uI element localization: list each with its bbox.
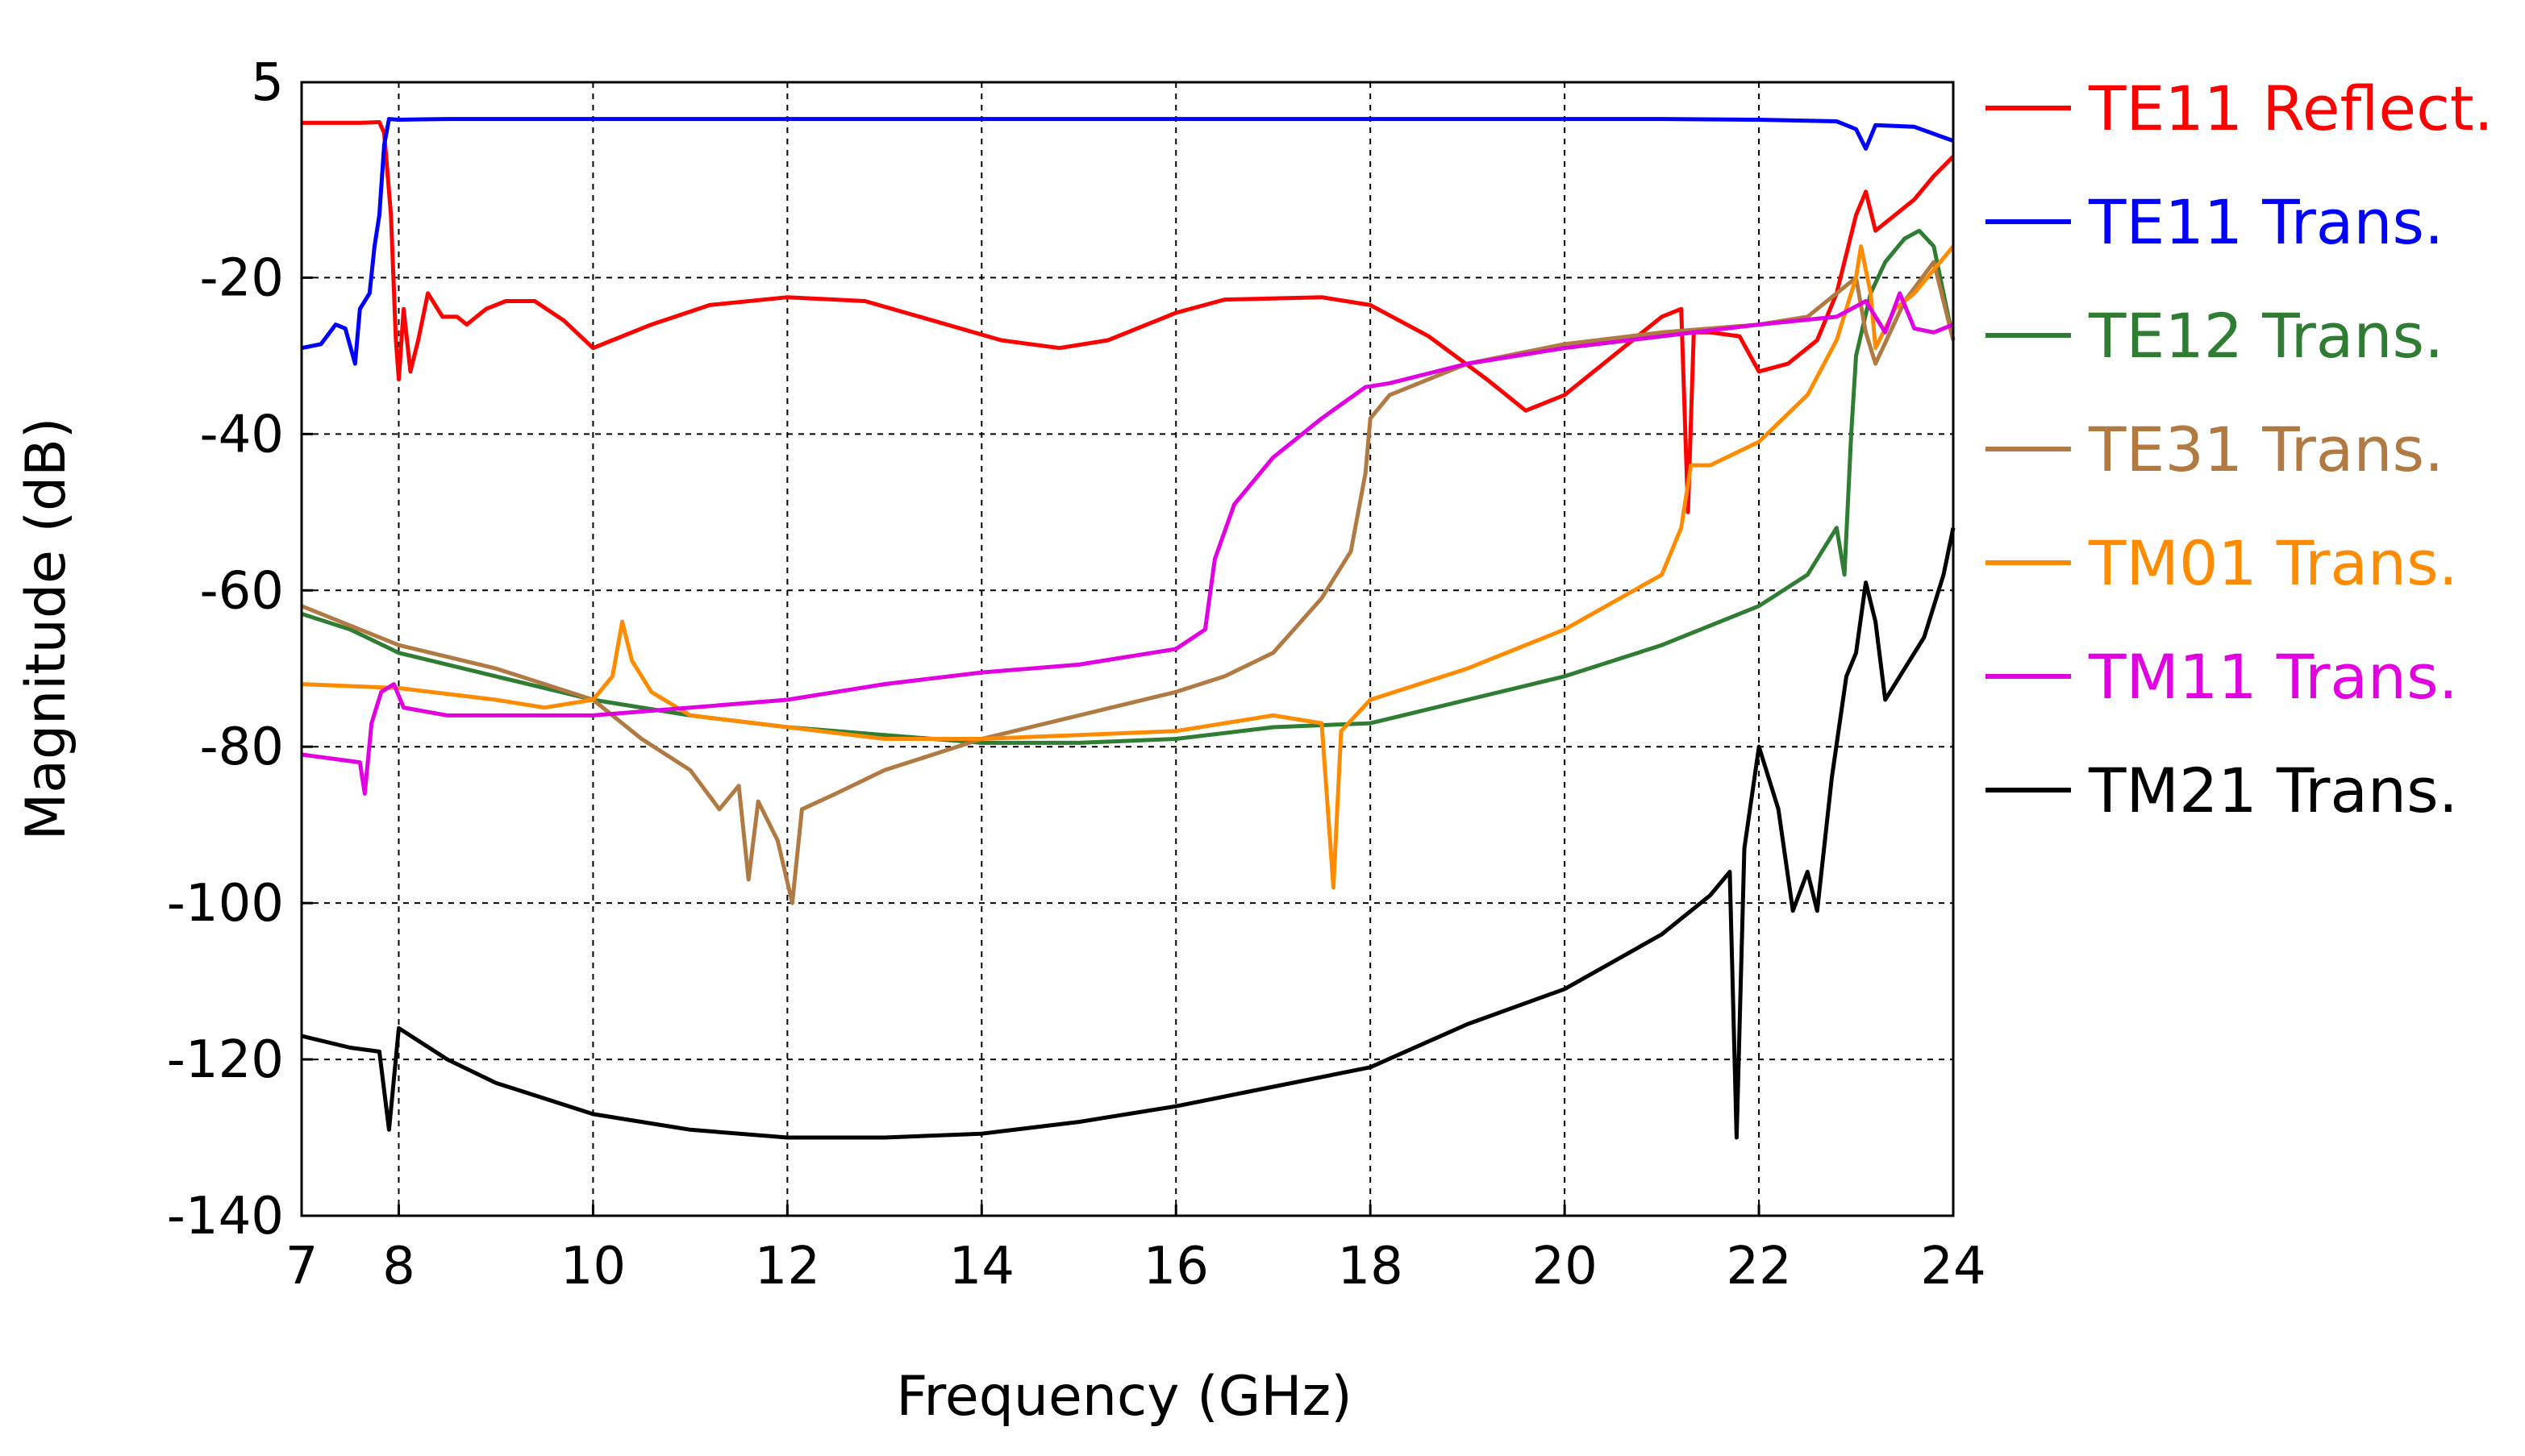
series-line-te11-reflect (302, 120, 1955, 514)
legend-label-te12-trans: TE12 Trans. (2088, 300, 2444, 372)
y-axis: 5 -20 -40 -60 -80 -100 -120 -140 (167, 53, 313, 1246)
legend-label-tm21-trans: TM21 Trans. (2088, 755, 2458, 826)
legend-label-te31-trans: TE31 Trans. (2088, 414, 2444, 485)
y-tick-label: 5 (251, 53, 284, 113)
x-axis-title: Frequency (GHz) (896, 1365, 1352, 1429)
y-tick-label: -20 (199, 248, 284, 308)
legend: TE11 Reflect. TE11 Trans. TE12 Trans. TE31 … (1985, 73, 2494, 826)
y-tick-label: -60 (199, 561, 284, 621)
x-tick-label: 20 (1531, 1237, 1597, 1296)
series-line-te11-trans (301, 117, 1954, 366)
x-tick-label: 7 (285, 1237, 319, 1296)
y-tick-label: -120 (167, 1030, 284, 1090)
y-tick-label: -40 (199, 405, 284, 464)
x-tick-label: 12 (755, 1237, 820, 1296)
y-axis-title: Magnitude (dB) (15, 418, 78, 841)
legend-label-tm01-trans: TM01 Trans. (2088, 527, 2458, 599)
x-tick-label: 22 (1726, 1237, 1791, 1296)
series-group (301, 117, 1956, 1140)
legend-label-tm11-trans: TM11 Trans. (2088, 641, 2458, 713)
plot-frame (300, 81, 1955, 1217)
y-tick-label: -100 (167, 874, 284, 934)
x-tick-label: 16 (1144, 1237, 1209, 1296)
x-tick-label: 18 (1337, 1237, 1402, 1296)
y-tick-label: -140 (167, 1187, 284, 1246)
x-tick-label: 8 (382, 1237, 415, 1296)
x-tick-label: 10 (560, 1237, 626, 1296)
series-line-te12-trans (301, 228, 1956, 745)
y-tick-label: -80 (199, 718, 284, 777)
x-tick-label: 24 (1920, 1237, 1985, 1296)
series-line-tm01-trans (301, 244, 1955, 890)
series-line-tm21-trans (301, 527, 1956, 1140)
x-tick-label: 14 (949, 1237, 1015, 1296)
series-line-te31-trans (301, 260, 1956, 905)
x-axis: 7 8 10 12 14 16 18 20 22 24 (285, 1204, 1986, 1296)
series-line-tm11-trans (301, 291, 1954, 796)
legend-label-te11-reflect: TE11 Reflect. (2088, 73, 2494, 144)
legend-label-te11-trans: TE11 Trans. (2088, 186, 2444, 258)
grid (302, 82, 1953, 1216)
